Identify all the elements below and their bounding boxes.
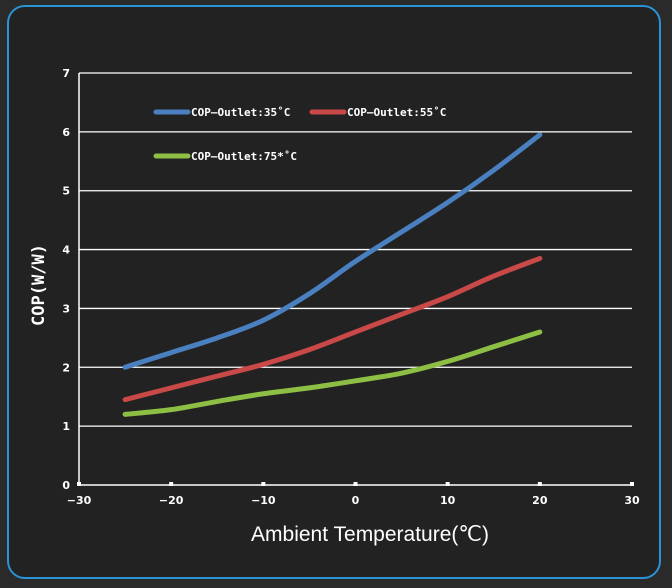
y-axis-label: COP(W/W) bbox=[29, 244, 49, 326]
x-tick-labels: −30 −20 −10 0 10 20 30 bbox=[67, 494, 640, 507]
y-tick-label: 7 bbox=[62, 67, 70, 80]
x-tick-label: 0 bbox=[352, 494, 360, 507]
x-tick-mark bbox=[353, 482, 358, 486]
y-tick-label: 1 bbox=[62, 420, 70, 433]
legend-label-1: COP—Outlet:35˚C bbox=[191, 106, 290, 119]
x-axis-label: Ambient Temperature(℃) bbox=[251, 523, 489, 546]
y-tick-label: 4 bbox=[62, 244, 70, 257]
x-tick-label: −20 bbox=[159, 494, 184, 507]
grid-lines bbox=[79, 72, 632, 427]
x-tick-mark bbox=[77, 482, 81, 486]
y-tick-labels: 0 1 2 3 4 5 6 7 bbox=[62, 67, 70, 492]
x-tick-label: 30 bbox=[624, 494, 640, 507]
y-tick-label: 2 bbox=[62, 361, 70, 374]
x-tick-mark bbox=[537, 482, 542, 486]
legend: COP—Outlet:35˚C COP—Outlet:55˚C COP—Outlet… bbox=[153, 106, 446, 163]
x-tick-mark bbox=[630, 482, 634, 486]
y-tick-label: 6 bbox=[62, 126, 70, 139]
legend-label-2: COP—Outlet:55˚C bbox=[347, 106, 446, 119]
legend-label-3: COP—Outlet:75*˚C bbox=[191, 150, 297, 163]
x-tick-mark bbox=[169, 482, 174, 486]
x-tick-mark bbox=[261, 482, 266, 486]
series-lines bbox=[122, 132, 543, 417]
series-line-1 bbox=[122, 132, 543, 370]
x-tick-label: −30 bbox=[67, 494, 92, 507]
y-tick-label: 0 bbox=[62, 479, 70, 492]
x-tick-mark bbox=[445, 482, 450, 486]
series-line-2 bbox=[122, 255, 543, 403]
series-line-3 bbox=[122, 329, 543, 417]
chart-card bbox=[7, 5, 661, 579]
x-tick-label: 10 bbox=[440, 494, 456, 507]
axes bbox=[77, 73, 634, 486]
x-tick-label: −10 bbox=[251, 494, 276, 507]
x-tick-label: 20 bbox=[532, 494, 548, 507]
y-tick-label: 3 bbox=[62, 302, 70, 315]
y-tick-label: 5 bbox=[62, 185, 70, 198]
